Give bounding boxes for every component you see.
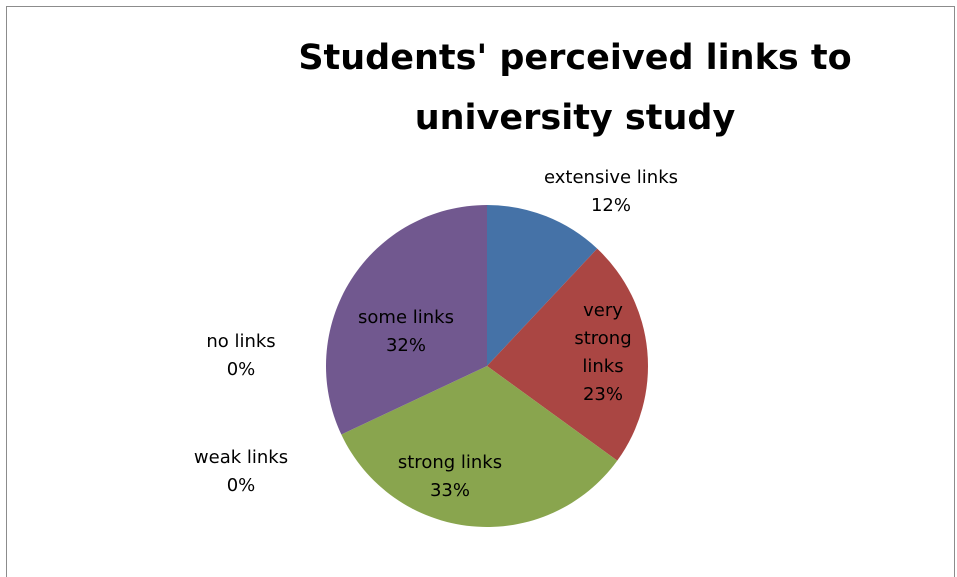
pie-slice-extensive-links (487, 205, 598, 366)
slice-label-some-links: some links 32% (358, 307, 454, 356)
slice-label-very-strong-links: very strong links 23% (574, 300, 631, 405)
pie-slice-very-strong-links (487, 248, 648, 461)
slice-label-extensive-links: extensive links 12% (544, 167, 678, 216)
chart-title-line-1: Students' perceived links to (298, 38, 852, 78)
pie-slice-strong-links (341, 366, 618, 527)
slice-label-weak-links: weak links 0% (194, 447, 288, 496)
pie-slice-some-links (325, 205, 487, 435)
slice-label-strong-links: strong links 33% (398, 452, 502, 501)
slice-label-no-links: no links 0% (206, 331, 275, 380)
chart-title-line-2: university study (414, 98, 736, 138)
